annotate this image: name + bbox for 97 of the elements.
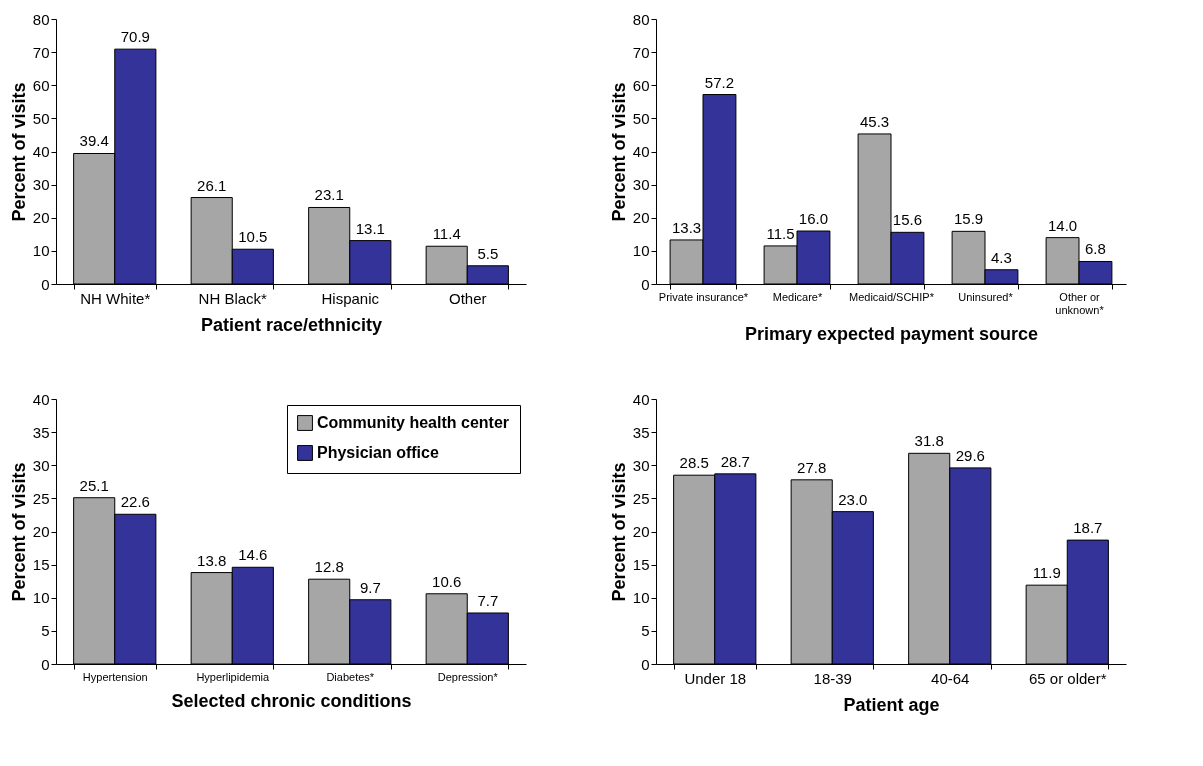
x-tick-label: Uninsured* xyxy=(958,290,1014,303)
data-label: 10.6 xyxy=(432,572,462,590)
x-tick-label: 65 or older* xyxy=(1028,669,1107,687)
y-axis-title: Percent of visits xyxy=(608,462,629,602)
data-label: 26.1 xyxy=(197,176,227,194)
y-tick-label: 50 xyxy=(632,109,650,127)
y-tick-label: 25 xyxy=(632,489,650,507)
x-tick-label: Hypertension xyxy=(82,670,148,683)
y-axis-title: Percent of visits xyxy=(608,82,629,222)
y-tick-label: 5 xyxy=(641,622,650,640)
data-label: 10.5 xyxy=(238,228,268,246)
data-label: 13.1 xyxy=(355,219,385,237)
data-label: 57.2 xyxy=(704,73,735,91)
x-tick-label: Medicare* xyxy=(772,290,823,303)
y-tick-label: 40 xyxy=(32,390,50,408)
x-tick-label: 18-39 xyxy=(813,669,852,687)
y-tick-label: 35 xyxy=(32,423,50,441)
x-tick-label: Diabetes* xyxy=(326,670,375,683)
data-label: 4.3 xyxy=(991,248,1012,266)
data-label: 13.3 xyxy=(671,218,702,236)
y-tick-label: 70 xyxy=(32,43,50,61)
y-tick-label: 5 xyxy=(41,622,50,640)
data-label: 28.5 xyxy=(679,454,709,472)
x-tick-label: Hispanic xyxy=(321,289,380,307)
y-tick-label: 60 xyxy=(632,76,650,94)
data-label: 16.0 xyxy=(798,210,829,227)
data-label: 5.5 xyxy=(477,244,499,262)
data-label: 9.7 xyxy=(359,578,381,596)
y-tick-label: 0 xyxy=(641,275,650,293)
x-axis-title: Selected chronic conditions xyxy=(171,690,412,711)
data-label: 39.4 xyxy=(79,132,109,150)
data-label: 7.7 xyxy=(477,591,499,609)
x-tick-label: 40-64 xyxy=(931,669,970,687)
x-tick-label: Private insurance* xyxy=(658,290,749,303)
legend-label: Physician office xyxy=(317,444,439,461)
y-tick-label: 0 xyxy=(41,655,50,673)
data-label: 15.9 xyxy=(953,210,984,228)
x-tick-label: Hyperlipidemia xyxy=(196,670,270,683)
data-label: 23.1 xyxy=(314,186,344,204)
data-label: 45.3 xyxy=(859,112,890,130)
data-label: 29.6 xyxy=(955,446,985,464)
y-tick-label: 10 xyxy=(32,589,50,607)
x-tick-label: Depression* xyxy=(437,670,499,683)
x-tick-label: NH Black* xyxy=(198,289,268,307)
x-axis-title: Patient race/ethnicity xyxy=(200,314,383,335)
x-tick-label: Other or unknown* xyxy=(1055,290,1105,316)
y-tick-label: 30 xyxy=(32,176,50,194)
y-tick-label: 10 xyxy=(32,242,50,260)
y-tick-label: 30 xyxy=(632,456,650,474)
y-tick-label: 80 xyxy=(32,10,50,28)
y-tick-label: 15 xyxy=(632,556,650,574)
y-tick-label: 25 xyxy=(32,489,50,507)
y-axis-title: Percent of visits xyxy=(8,462,29,602)
y-tick-label: 0 xyxy=(41,275,50,293)
y-tick-label: 50 xyxy=(32,109,50,127)
x-tick-label: Under 18 xyxy=(684,669,747,687)
data-label: 12.8 xyxy=(314,558,344,576)
y-tick-label: 20 xyxy=(32,523,50,540)
y-tick-label: 30 xyxy=(32,456,50,474)
x-axis-title: Primary expected payment source xyxy=(744,323,1039,344)
data-label: 25.1 xyxy=(79,476,109,494)
y-tick-label: 10 xyxy=(632,589,650,607)
y-tick-label: 0 xyxy=(641,655,650,673)
y-tick-label: 20 xyxy=(632,523,650,540)
data-label: 11.9 xyxy=(1032,564,1061,582)
legend-label: Community health center xyxy=(317,414,510,431)
data-label: 31.8 xyxy=(914,432,944,450)
data-label: 70.9 xyxy=(120,28,150,46)
y-tick-label: 20 xyxy=(32,209,50,227)
data-label: 15.6 xyxy=(892,211,923,229)
data-label: 14.6 xyxy=(238,546,268,564)
y-tick-label: 20 xyxy=(632,209,650,227)
data-label: 22.6 xyxy=(120,493,150,511)
x-tick-label: Other xyxy=(448,289,487,307)
x-tick-label: NH White* xyxy=(80,289,151,307)
data-label: 27.8 xyxy=(797,458,827,476)
y-tick-label: 40 xyxy=(32,143,50,160)
y-tick-label: 60 xyxy=(32,76,50,94)
data-label: 13.8 xyxy=(197,551,227,569)
y-tick-label: 70 xyxy=(632,43,650,61)
data-label: 14.0 xyxy=(1047,216,1078,234)
y-tick-label: 40 xyxy=(632,390,650,408)
y-tick-label: 35 xyxy=(632,423,650,441)
y-tick-label: 40 xyxy=(632,143,650,160)
y-tick-label: 80 xyxy=(632,10,650,28)
data-label: 28.7 xyxy=(720,452,750,470)
data-label: 23.0 xyxy=(838,490,868,508)
y-axis-title: Percent of visits xyxy=(8,82,29,222)
y-tick-label: 30 xyxy=(632,176,650,194)
x-axis-title: Patient age xyxy=(843,694,940,715)
data-label: 18.7 xyxy=(1073,519,1103,537)
y-tick-label: 10 xyxy=(632,242,650,260)
data-label: 11.5 xyxy=(766,224,795,242)
x-tick-label: Medicaid/SCHIP* xyxy=(849,290,935,303)
data-label: 6.8 xyxy=(1085,240,1106,258)
data-label: 11.4 xyxy=(432,225,461,243)
y-tick-label: 15 xyxy=(32,556,50,574)
